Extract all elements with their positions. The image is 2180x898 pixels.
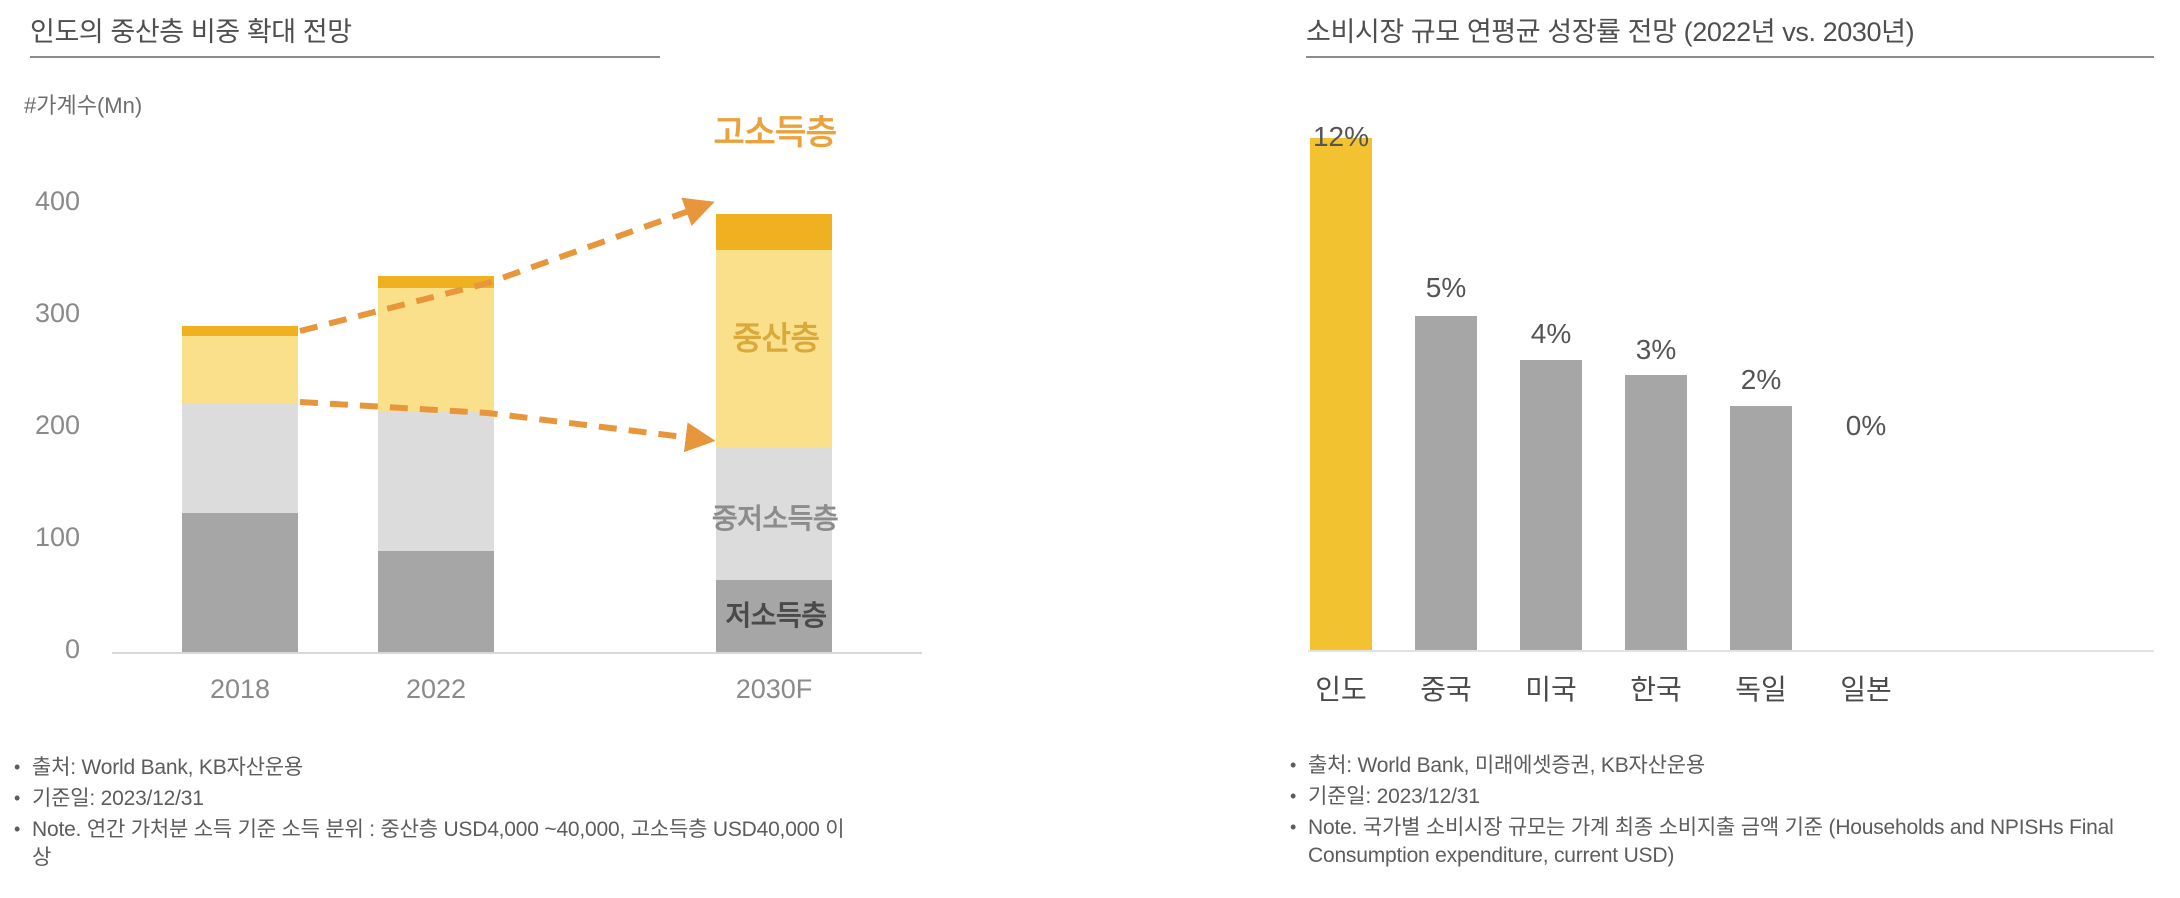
right-chart-value-korea: 3% [1635, 334, 1677, 365]
right-chart-value-usa: 4% [1530, 318, 1572, 349]
left-chart-xtick-2030f: 2030F [735, 674, 813, 704]
bar-2030f-high-income [716, 214, 832, 250]
bar-2018-high-income [182, 326, 298, 336]
left-panel-title: 인도의 중산층 비중 확대 전망 [30, 17, 352, 47]
right-chart-value-japan: 0% [1845, 410, 1887, 441]
left-panel-notes: 출처: World Bank, KB자산운용 기준일: 2023/12/31 N… [12, 753, 852, 875]
left-panel-title-rule [30, 56, 660, 58]
right-chart-bar-korea [1625, 375, 1687, 650]
right-chart-bar-germany [1730, 406, 1792, 650]
bar-2030f-lower-middle [716, 448, 832, 580]
right-chart-label-usa: 미국 [1525, 674, 1577, 705]
right-chart-bar-usa [1520, 360, 1582, 650]
right-chart-value-germany: 2% [1740, 364, 1782, 395]
bar-2030f-middle-class [716, 250, 832, 448]
bar-2018-lower-middle [182, 404, 298, 513]
growth-arrows-group [299, 197, 716, 453]
right-note-definition: Note. 국가별 소비시장 규모는 가계 최종 소비지출 금액 기준 (Hou… [1288, 813, 2168, 870]
right-chart-bar-china [1415, 316, 1477, 650]
arrow-middle-class [299, 399, 716, 453]
bar-2022-lower-middle [378, 411, 494, 551]
bar-2018-middle-class [182, 336, 298, 404]
right-chart-value-india: 12% [1312, 121, 1370, 152]
right-chart-panel: 소비시장 규모 연평균 성장률 전망 (2022년 vs. 2030년) [1250, 0, 2180, 898]
right-chart-label-japan: 일본 [1840, 674, 1892, 705]
right-note-source: 출처: World Bank, 미래에셋증권, KB자산운용 [1288, 751, 2168, 780]
right-chart-label-india: 인도 [1315, 674, 1367, 705]
left-note-definition: Note. 연간 가처분 소득 기준 소득 분위 : 중산층 USD4,000 … [12, 815, 852, 872]
left-note-asof: 기준일: 2023/12/31 [12, 784, 852, 813]
left-chart-baseline [112, 652, 922, 654]
left-chart-ytick-100: 100 [34, 522, 80, 552]
right-note-asof: 기준일: 2023/12/31 [1288, 782, 2168, 811]
left-chart-ytick-0: 0 [64, 634, 80, 664]
left-chart-xtick-2018: 2018 [209, 674, 271, 704]
left-chart-ytick-300: 300 [34, 298, 80, 328]
right-chart-value-china: 5% [1425, 272, 1467, 303]
left-chart-ytick-400: 400 [34, 186, 80, 216]
right-chart-label-korea: 한국 [1630, 674, 1682, 705]
right-panel-notes: 출처: World Bank, 미래에셋증권, KB자산운용 기준일: 2023… [1288, 751, 2168, 873]
annotation-lower-middle: 중저소득층 [711, 503, 839, 534]
left-note-source: 출처: World Bank, KB자산운용 [12, 753, 852, 782]
left-chart-ytick-200: 200 [34, 410, 80, 440]
right-chart-label-china: 중국 [1420, 674, 1472, 705]
bar-2030f-low-income [716, 580, 832, 652]
bar-2018-low-income [182, 513, 298, 652]
left-chart-panel: 인도의 중산층 비중 확대 전망 #가계수(Mn) 400 300 200 10… [0, 0, 1250, 898]
bar-2022-low-income [378, 551, 494, 652]
annotation-high-income: 고소득층 [713, 114, 837, 152]
left-chart-xtick-2022: 2022 [405, 674, 467, 704]
annotation-middle-class: 중산층 [732, 320, 820, 356]
right-panel-title-rule [1306, 56, 2154, 58]
right-panel-title: 소비시장 규모 연평균 성장률 전망 (2022년 vs. 2030년) [1306, 17, 1915, 47]
annotation-low-income: 저소득층 [725, 600, 827, 631]
right-chart-label-germany: 독일 [1735, 674, 1787, 705]
right-chart-baseline [1308, 650, 2154, 652]
right-chart-bar-india [1310, 138, 1372, 650]
arrow-high-income [299, 197, 715, 334]
left-chart-y-axis-unit: #가계수(Mn) [24, 93, 143, 118]
bar-2022-high-income [378, 276, 494, 288]
